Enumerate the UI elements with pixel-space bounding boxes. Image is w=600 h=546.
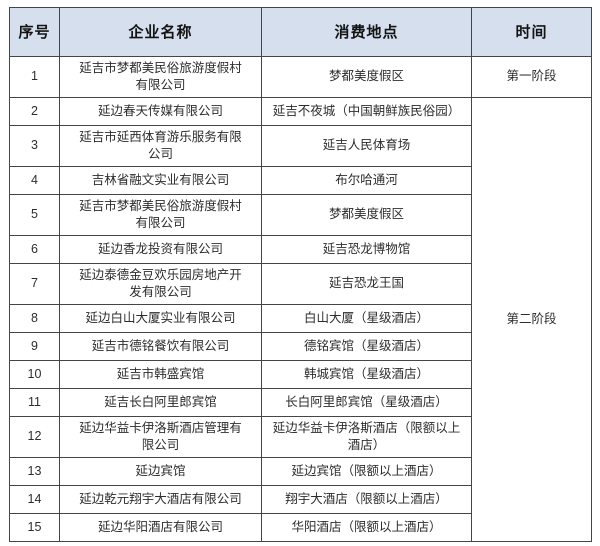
header-no: 序号 (9, 7, 60, 57)
cell-location: 德铭宾馆（星级酒店） (261, 332, 472, 361)
cell-no: 8 (9, 304, 60, 333)
cell-company: 延边白山大厦实业有限公司 (59, 304, 262, 333)
cell-company: 延吉长白阿里郎宾馆 (59, 388, 262, 417)
cell-location: 布尔哈通河 (261, 166, 472, 195)
table-row: 14 延边乾元翔宇大酒店有限公司 翔宇大酒店（限额以上酒店） (9, 485, 592, 514)
cell-no: 12 (9, 416, 60, 458)
cell-no: 1 (9, 56, 60, 98)
cell-company: 延边香龙投资有限公司 (59, 235, 262, 264)
cell-no: 5 (9, 194, 60, 236)
table-row: 7 延边泰德金豆欢乐园房地产开发有限公司 延吉恐龙王国 (9, 263, 592, 305)
cell-location: 梦都美度假区 (261, 56, 472, 98)
cell-no: 14 (9, 485, 60, 514)
cell-no: 15 (9, 513, 60, 542)
cell-phase-2: 第二阶段 (471, 97, 592, 542)
consumption-voucher-table: 序号 企业名称 消费地点 时间 1 延吉市梦都美民俗旅游度假村有限公司 梦都美度… (9, 7, 592, 542)
cell-location: 延吉不夜城（中国朝鲜族民俗园） (261, 97, 472, 126)
cell-company: 延吉市延西体育游乐服务有限公司 (59, 125, 262, 167)
cell-location: 延吉恐龙王国 (261, 263, 472, 305)
cell-no: 7 (9, 263, 60, 305)
cell-company: 延吉市梦都美民俗旅游度假村有限公司 (59, 194, 262, 236)
cell-company: 延边乾元翔宇大酒店有限公司 (59, 485, 262, 514)
cell-no: 4 (9, 166, 60, 195)
table-row: 2 延边春天传媒有限公司 延吉不夜城（中国朝鲜族民俗园） 第二阶段 (9, 97, 592, 542)
cell-company: 延吉市梦都美民俗旅游度假村有限公司 (59, 56, 262, 98)
cell-location: 长白阿里郎宾馆（星级酒店） (261, 388, 472, 417)
cell-company: 延边春天传媒有限公司 (59, 97, 262, 126)
table-row: 12 延边华益卡伊洛斯酒店管理有限公司 延边华益卡伊洛斯酒店（限额以上酒店） (9, 416, 592, 458)
cell-no: 9 (9, 332, 60, 361)
cell-location: 延吉人民体育场 (261, 125, 472, 167)
cell-company: 延吉市德铭餐饮有限公司 (59, 332, 262, 361)
cell-location: 华阳酒店（限额以上酒店） (261, 513, 472, 542)
cell-phase-1: 第一阶段 (471, 56, 592, 98)
cell-company: 延边泰德金豆欢乐园房地产开发有限公司 (59, 263, 262, 305)
cell-company: 延吉市韩盛宾馆 (59, 360, 262, 389)
cell-no: 10 (9, 360, 60, 389)
table-row: 3 延吉市延西体育游乐服务有限公司 延吉人民体育场 (9, 125, 592, 167)
cell-location: 延吉恐龙博物馆 (261, 235, 472, 264)
cell-company: 延边宾馆 (59, 457, 262, 486)
cell-no: 2 (9, 97, 60, 126)
header-row: 序号 企业名称 消费地点 时间 (9, 7, 592, 57)
table-row: 5 延吉市梦都美民俗旅游度假村有限公司 梦都美度假区 (9, 194, 592, 236)
header-time: 时间 (471, 7, 592, 57)
cell-company: 吉林省融文实业有限公司 (59, 166, 262, 195)
table-row: 9 延吉市德铭餐饮有限公司 德铭宾馆（星级酒店） (9, 332, 592, 361)
cell-location: 梦都美度假区 (261, 194, 472, 236)
table-row: 6 延边香龙投资有限公司 延吉恐龙博物馆 (9, 235, 592, 264)
cell-location: 韩城宾馆（星级酒店） (261, 360, 472, 389)
cell-location: 延边华益卡伊洛斯酒店（限额以上酒店） (261, 416, 472, 458)
cell-no: 11 (9, 388, 60, 417)
table-row: 8 延边白山大厦实业有限公司 白山大厦（星级酒店） (9, 304, 592, 333)
table-row: 10 延吉市韩盛宾馆 韩城宾馆（星级酒店） (9, 360, 592, 389)
cell-location: 翔宇大酒店（限额以上酒店） (261, 485, 472, 514)
cell-no: 3 (9, 125, 60, 167)
header-company: 企业名称 (59, 7, 262, 57)
cell-location: 延边宾馆（限额以上酒店） (261, 457, 472, 486)
cell-location: 白山大厦（星级酒店） (261, 304, 472, 333)
table-body: 1 延吉市梦都美民俗旅游度假村有限公司 梦都美度假区 第一阶段 2 延边春天传媒… (9, 56, 592, 542)
table-header: 序号 企业名称 消费地点 时间 (9, 7, 592, 57)
table-row: 1 延吉市梦都美民俗旅游度假村有限公司 梦都美度假区 第一阶段 (9, 56, 592, 98)
header-location: 消费地点 (261, 7, 472, 57)
table-row: 15 延边华阳酒店有限公司 华阳酒店（限额以上酒店） (9, 513, 592, 542)
cell-company: 延边华阳酒店有限公司 (59, 513, 262, 542)
cell-company: 延边华益卡伊洛斯酒店管理有限公司 (59, 416, 262, 458)
table-row: 4 吉林省融文实业有限公司 布尔哈通河 (9, 166, 592, 195)
cell-no: 6 (9, 235, 60, 264)
cell-no: 13 (9, 457, 60, 486)
